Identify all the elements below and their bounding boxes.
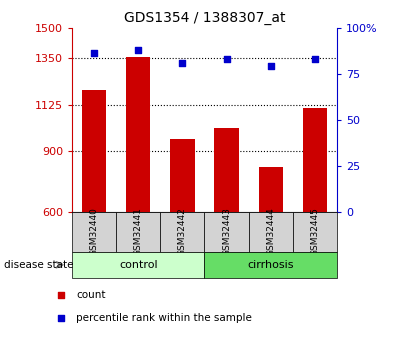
Point [223,56,230,62]
Point [57,315,64,321]
Point [312,56,318,62]
Text: GSM32443: GSM32443 [222,208,231,256]
Bar [205,252,337,278]
Text: count: count [76,290,106,300]
Text: GSM32441: GSM32441 [134,208,143,256]
Point [179,60,186,66]
Title: GDS1354 / 1388307_at: GDS1354 / 1388307_at [124,11,285,25]
Text: percentile rank within the sample: percentile rank within the sample [76,313,252,323]
Bar [293,212,337,252]
Bar [249,212,293,252]
Bar [170,139,194,212]
Bar [116,212,160,252]
Bar [215,128,239,212]
Bar [205,212,249,252]
Text: cirrhosis: cirrhosis [247,260,294,270]
Text: GSM32440: GSM32440 [90,208,99,256]
Bar [72,212,116,252]
Text: control: control [119,260,157,270]
Bar [160,212,205,252]
Bar [303,108,327,212]
Bar [259,167,283,212]
Point [91,51,97,56]
Bar [126,57,150,212]
Bar [72,252,205,278]
Text: disease state: disease state [4,260,74,270]
Point [135,47,141,52]
Text: GSM32444: GSM32444 [266,208,275,256]
Point [57,293,64,298]
Point [268,63,274,69]
Bar [82,90,106,212]
Text: GSM32442: GSM32442 [178,208,187,256]
Text: GSM32445: GSM32445 [310,208,319,256]
